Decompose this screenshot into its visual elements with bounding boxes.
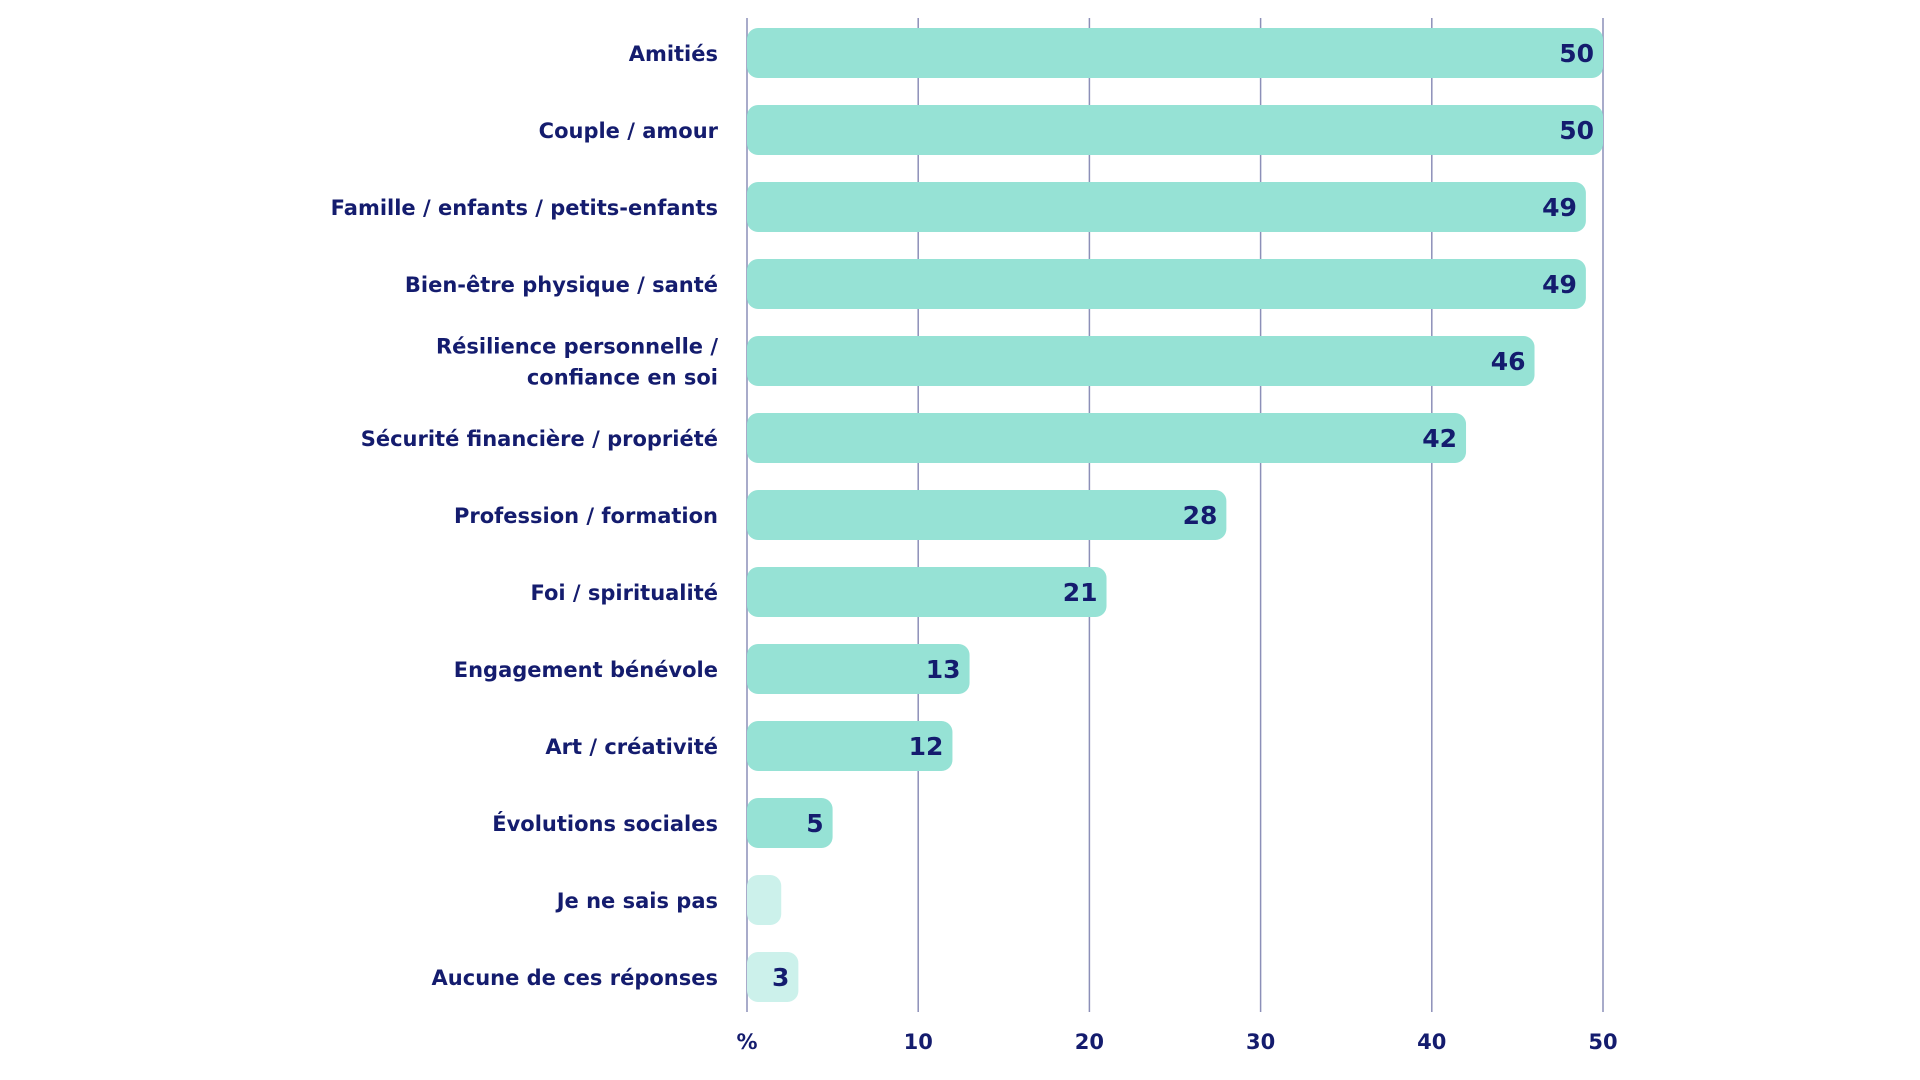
category-label: Profession / formation (454, 504, 718, 528)
value-label: 42 (1422, 424, 1457, 453)
category-label: Famille / enfants / petits-enfants (331, 196, 718, 220)
category-label: Aucune de ces réponses (432, 966, 718, 990)
category-label: Je ne sais pas (555, 889, 718, 913)
category-label: Art / créativité (545, 735, 718, 759)
category-label: Résilience personnelle / confiance en soi (436, 335, 718, 390)
value-label: 12 (909, 732, 944, 761)
value-label: 21 (1063, 578, 1098, 607)
category-label: Évolutions sociales (492, 811, 718, 836)
x-tick-label: % (736, 1030, 757, 1054)
value-label: 3 (772, 963, 789, 992)
bar (747, 182, 1586, 232)
bar (747, 28, 1603, 78)
value-label: 50 (1559, 116, 1594, 145)
x-tick-label: 30 (1246, 1030, 1275, 1054)
value-label: 46 (1491, 347, 1526, 376)
category-label: Amitiés (629, 42, 718, 66)
bar (747, 721, 953, 771)
category-label: Foi / spiritualité (530, 581, 718, 605)
value-label: 5 (806, 809, 823, 838)
category-label: Couple / amour (539, 119, 719, 143)
bar (747, 105, 1603, 155)
bar (747, 336, 1535, 386)
bar (747, 952, 799, 1002)
x-tick-label: 40 (1417, 1030, 1446, 1054)
category-label: Bien-être physique / santé (405, 273, 718, 297)
value-label: 49 (1542, 193, 1577, 222)
category-label: Sécurité financière / propriété (361, 427, 718, 451)
bar (747, 259, 1586, 309)
category-label: Engagement bénévole (454, 658, 718, 682)
value-label: 13 (926, 655, 961, 684)
bar (747, 798, 833, 848)
x-axis-ticks: % 10 20 30 40 50 (736, 1030, 1617, 1054)
x-tick-label: 10 (904, 1030, 933, 1054)
bar (747, 644, 970, 694)
bars (747, 28, 1603, 1002)
x-tick-label: 50 (1588, 1030, 1617, 1054)
value-label: 49 (1542, 270, 1577, 299)
x-tick-label: 20 (1075, 1030, 1104, 1054)
category-labels: Amitiés Couple / amour Famille / enfants /… (331, 42, 719, 990)
value-labels: 50 50 49 49 46 42 28 21 13 12 5 3 (772, 39, 1594, 992)
bar (747, 875, 782, 925)
bar (747, 413, 1467, 463)
value-label: 50 (1559, 39, 1594, 68)
bar (747, 567, 1107, 617)
bar (747, 490, 1227, 540)
value-label: 28 (1183, 501, 1218, 530)
